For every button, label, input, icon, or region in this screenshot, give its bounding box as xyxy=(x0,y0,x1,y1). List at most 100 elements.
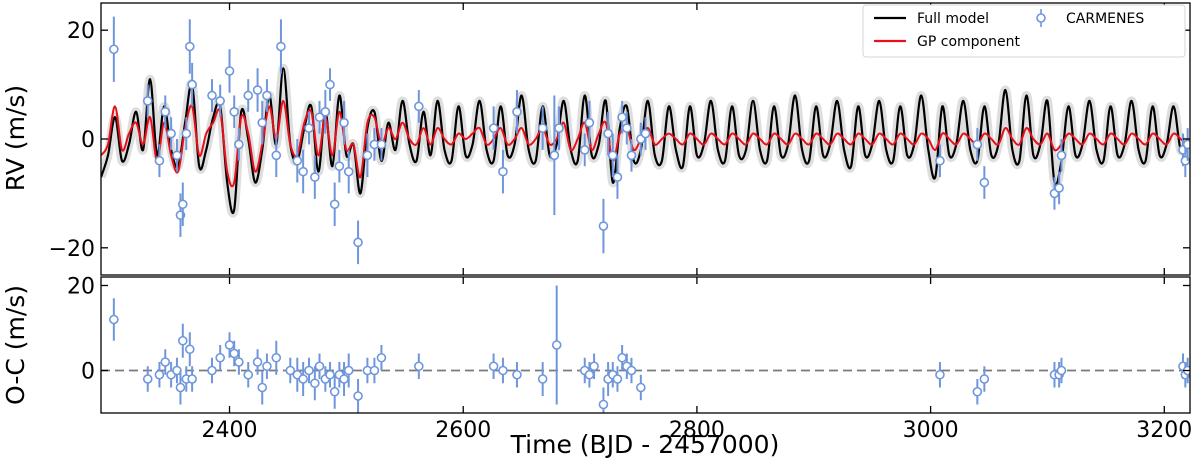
rv-data-point xyxy=(310,155,320,199)
rv-data-marker xyxy=(1054,183,1064,193)
rv-data-point xyxy=(185,19,195,74)
rv-data-marker xyxy=(185,41,195,52)
rv-data-marker xyxy=(298,166,308,177)
residual-marker xyxy=(314,361,325,372)
residual-point xyxy=(310,366,320,401)
rv-data-point xyxy=(612,155,623,199)
legend: Full model GP component CARMENES xyxy=(862,4,1186,58)
residual-point xyxy=(343,353,354,388)
residual-point xyxy=(362,357,373,384)
rv-data-point xyxy=(177,182,188,227)
rv-data-point xyxy=(622,111,632,145)
residual-point xyxy=(160,349,171,375)
rv-data-point xyxy=(1054,171,1064,205)
residual-point xyxy=(172,357,182,384)
residual-marker xyxy=(142,374,153,384)
rv-data-marker xyxy=(537,123,548,133)
residuals-ytick-label: 0 xyxy=(81,360,95,385)
residual-marker xyxy=(979,374,990,384)
rv-data-point xyxy=(414,90,424,123)
rv-data-marker xyxy=(271,150,282,161)
rv-data-point xyxy=(160,95,171,129)
rv-data-marker xyxy=(314,112,325,123)
rv-data-point xyxy=(488,106,499,150)
residual-point xyxy=(537,362,548,396)
residual-point xyxy=(498,357,508,384)
rv-data-marker xyxy=(310,172,320,182)
rv-data-marker xyxy=(1182,139,1190,150)
rv-data-point xyxy=(626,139,637,172)
rv-data-marker xyxy=(935,155,945,166)
residual-marker xyxy=(376,352,387,363)
rv-data-marker xyxy=(579,145,590,155)
rv-data-marker xyxy=(612,172,623,182)
residual-marker xyxy=(234,357,244,367)
residual-point xyxy=(626,357,637,384)
residual-point xyxy=(185,332,195,367)
rv-data-marker xyxy=(154,155,165,166)
residual-point xyxy=(252,349,263,375)
residual-point xyxy=(935,362,945,388)
rv-data-marker xyxy=(215,96,225,106)
rv-data-marker xyxy=(498,166,508,177)
rv-data-marker xyxy=(160,107,171,117)
rv-data-point xyxy=(262,79,272,112)
residuals-xtick-label: 3000 xyxy=(903,418,959,443)
residual-point xyxy=(636,374,646,401)
rv-data-point xyxy=(972,128,983,161)
residual-marker xyxy=(612,374,623,384)
residuals-xtick-label: 2800 xyxy=(669,418,725,443)
residual-marker xyxy=(160,357,171,367)
residual-marker xyxy=(325,369,335,380)
rv-data-marker xyxy=(603,128,613,139)
rv-data-point xyxy=(187,62,197,107)
rv-data-marker xyxy=(362,150,373,161)
residual-point xyxy=(262,353,272,379)
rv-data-marker xyxy=(187,79,197,90)
legend-gp-label: GP component xyxy=(917,34,1020,50)
residual-marker xyxy=(537,374,548,384)
rv-data-point xyxy=(181,117,192,150)
residual-point xyxy=(285,357,296,384)
rv-data-marker xyxy=(617,112,627,123)
residual-point xyxy=(979,366,990,392)
residual-point xyxy=(376,345,387,371)
legend-carmenes-marker xyxy=(1036,13,1046,23)
residual-point xyxy=(589,353,599,379)
rv-data-point xyxy=(339,100,349,145)
rv-data-marker xyxy=(304,123,314,133)
residual-marker xyxy=(271,352,282,363)
rv-data-point xyxy=(343,149,354,194)
rv-data-marker xyxy=(972,139,983,150)
rv-data-point xyxy=(325,68,335,101)
rv-data-marker xyxy=(276,41,286,52)
residual-marker xyxy=(215,352,225,363)
residual-marker xyxy=(310,378,320,389)
residual-marker xyxy=(298,374,308,384)
rv-data-marker xyxy=(257,117,268,128)
rv-data-point xyxy=(109,16,119,82)
residual-marker xyxy=(339,374,349,384)
rv-data-marker xyxy=(353,237,363,248)
residuals-ytick-label: 20 xyxy=(67,275,95,300)
residual-marker xyxy=(353,391,363,401)
rv-data-point xyxy=(537,106,548,150)
residual-point xyxy=(488,353,499,379)
residuals-ylabel: O-C (m/s) xyxy=(1,285,30,405)
residuals-xtick-label: 3200 xyxy=(1136,418,1192,443)
residual-point xyxy=(243,362,254,388)
residuals-xtick-label: 2600 xyxy=(435,418,491,443)
rv-data-point xyxy=(1056,139,1067,172)
residual-marker xyxy=(626,365,637,376)
rv-data-point xyxy=(207,79,217,112)
residual-point xyxy=(271,340,282,375)
residual-marker xyxy=(498,365,508,376)
residual-point xyxy=(551,285,562,405)
rv-data-marker xyxy=(181,128,192,139)
rv-data-marker xyxy=(177,199,188,210)
residual-marker xyxy=(252,357,263,367)
residual-marker xyxy=(636,382,646,393)
residual-point xyxy=(329,374,340,409)
full-model-line xyxy=(101,67,1189,214)
